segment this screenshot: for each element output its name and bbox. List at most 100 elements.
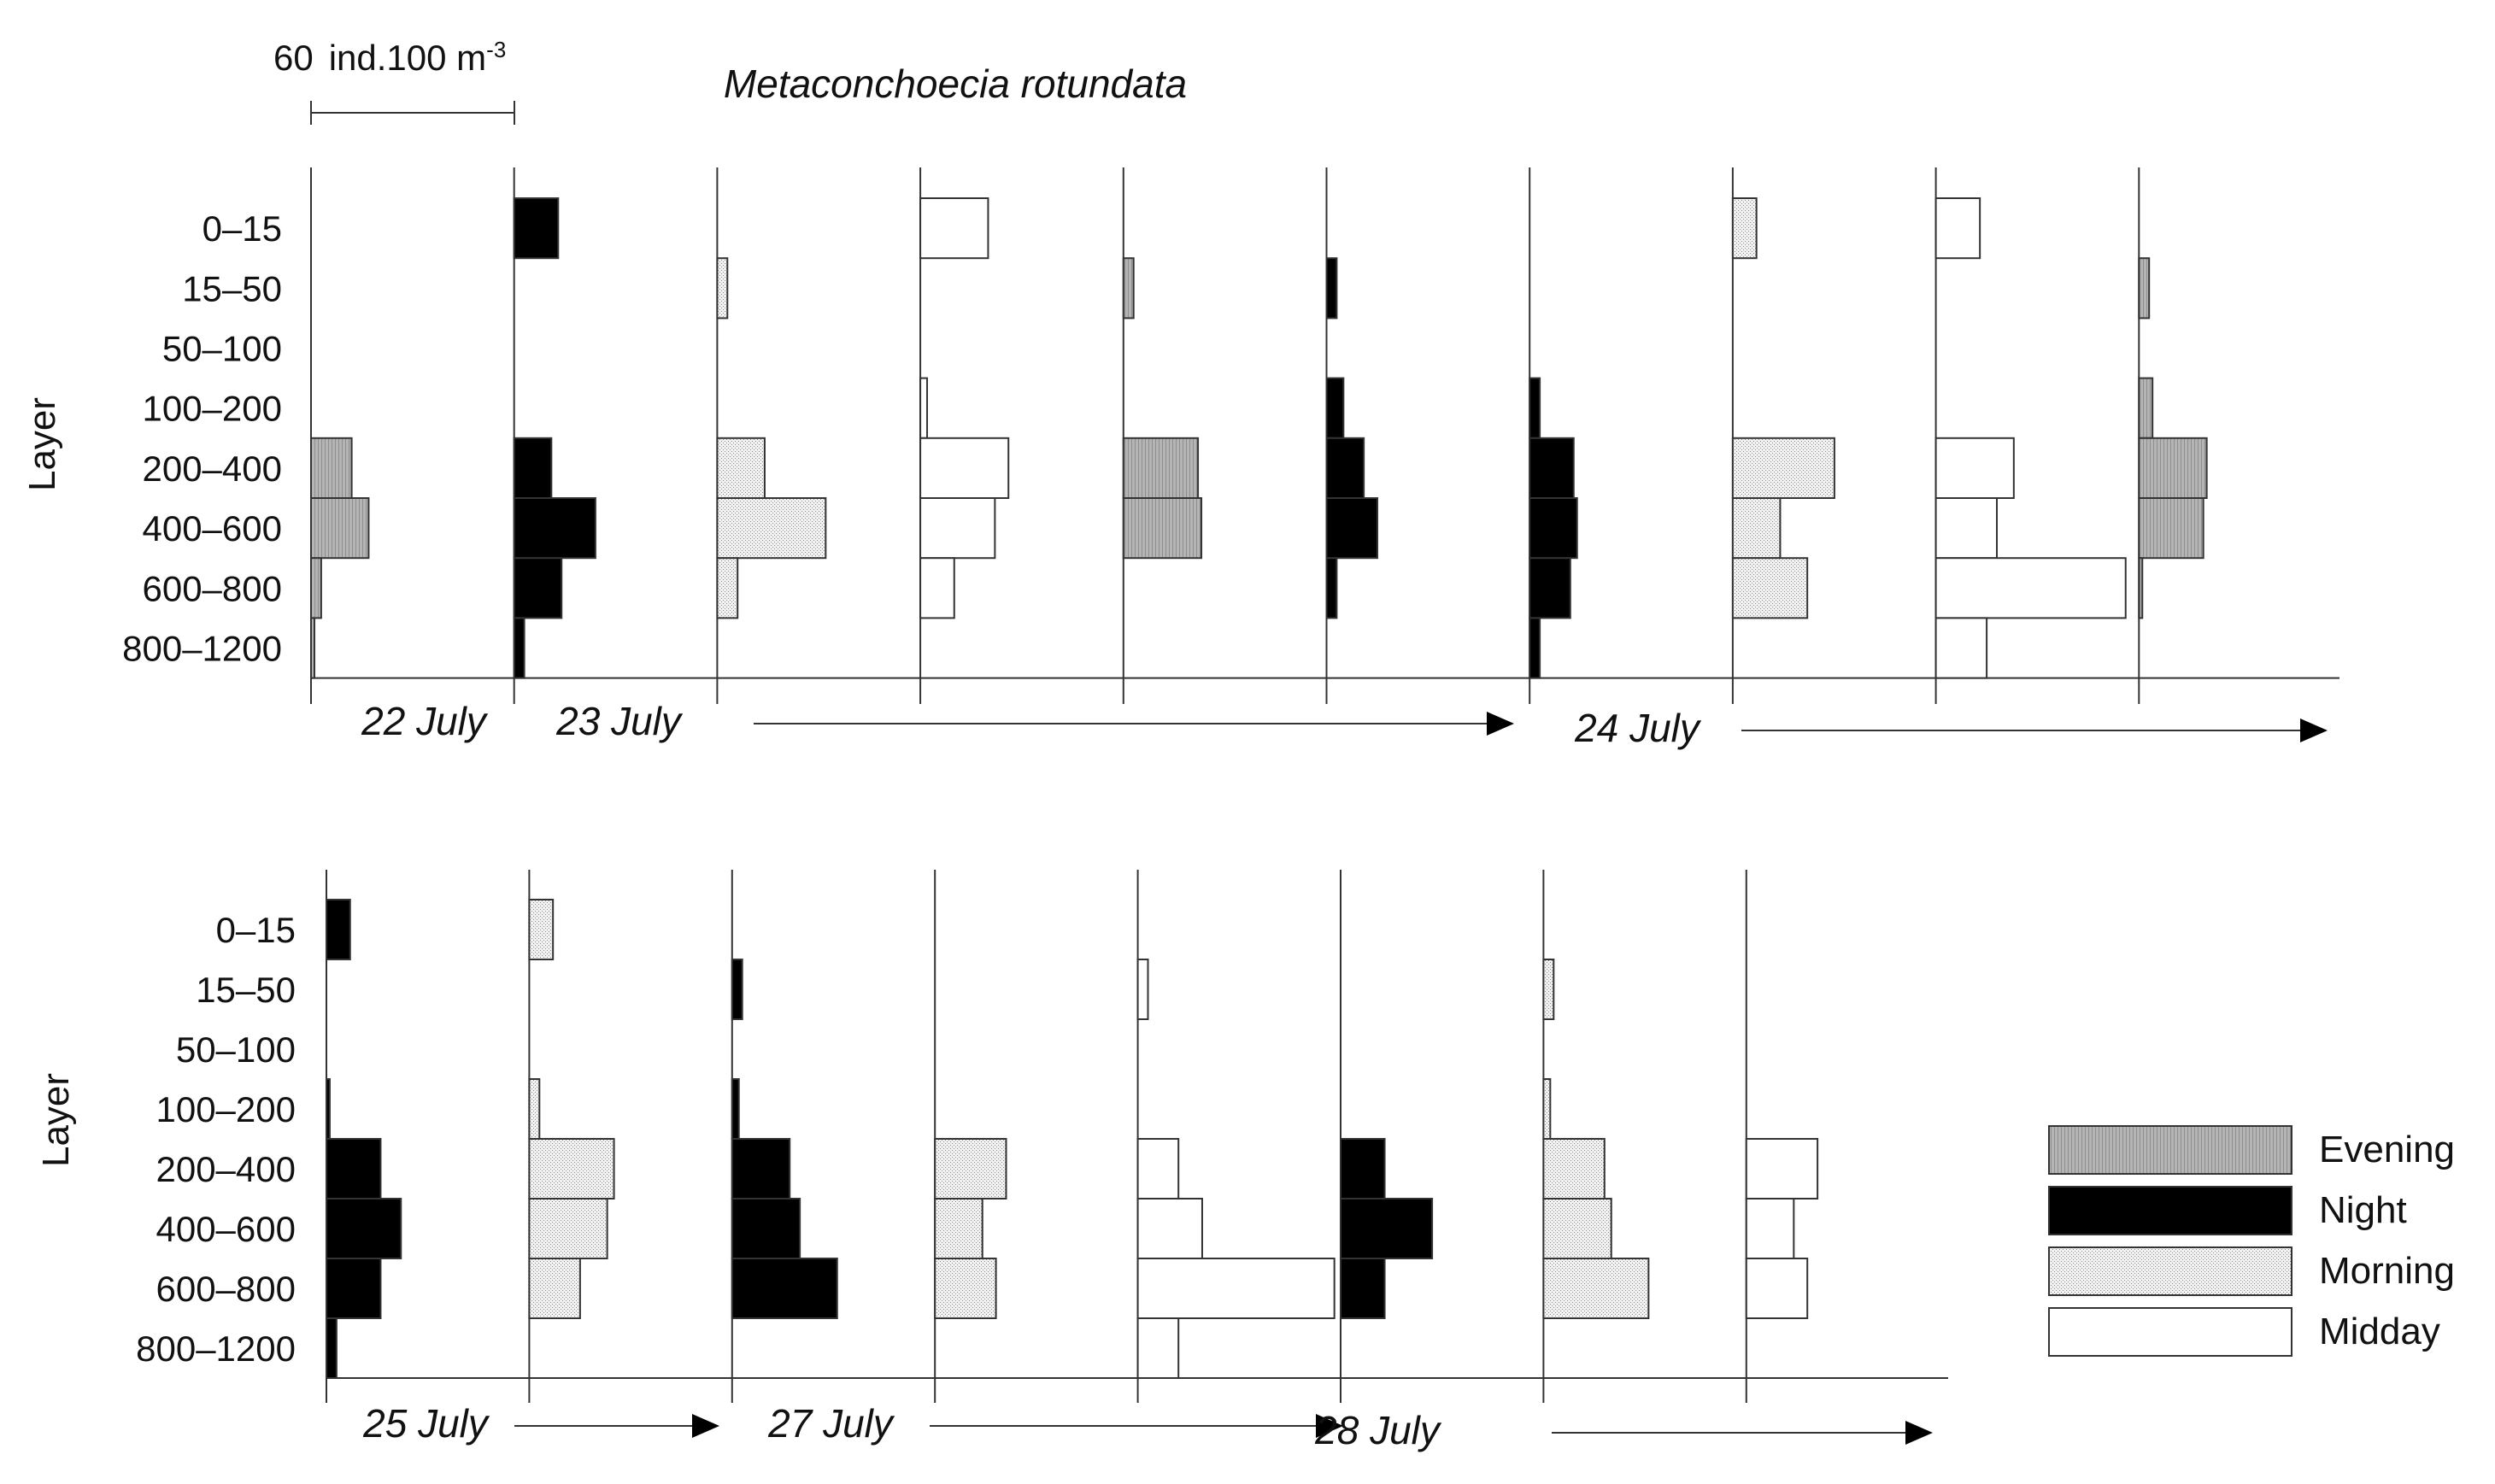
layer-tick-label: 200–400	[142, 449, 282, 489]
scale-bar-unit: ind.100 m	[329, 38, 486, 78]
bar-night-800–1200	[513, 617, 525, 679]
date-label: 24 July	[1574, 706, 1702, 750]
bar-evening-600–800	[310, 557, 322, 619]
bar-morning-400–600	[1542, 1198, 1612, 1259]
bar-evening-15–50	[1122, 257, 1135, 320]
bar-night-15–50	[1325, 257, 1338, 320]
layer-tick-label: 100–200	[142, 389, 282, 429]
y-axis-title: Layer	[21, 397, 63, 491]
bar-night-600–800	[1340, 1258, 1386, 1319]
scale-bar-unit-superscript: -3	[486, 37, 506, 62]
bar-night-200–400	[731, 1138, 791, 1200]
bar-night-400–600	[1325, 497, 1378, 560]
bar-midday-0–15	[1934, 197, 1981, 260]
bar-night-400–600	[513, 497, 596, 560]
bar-night-600–800	[1325, 557, 1338, 619]
layer-tick-label: 50–100	[162, 329, 282, 369]
bar-morning-0–15	[528, 899, 555, 960]
bar-evening-400–600	[1122, 497, 1203, 560]
legend-label-night: Night	[2319, 1189, 2407, 1231]
legend-swatch-night	[2048, 1186, 2292, 1235]
layer-tick-label: 0–15	[216, 910, 296, 950]
bar-night-400–600	[1340, 1198, 1434, 1259]
layer-tick-label: 600–800	[142, 568, 282, 608]
bar-night-400–600	[1529, 497, 1578, 560]
date-label: 25 July	[362, 1401, 490, 1446]
layer-tick-label: 600–800	[156, 1269, 296, 1309]
legend-swatch-morning	[2048, 1246, 2292, 1296]
bar-night-100–200	[731, 1078, 740, 1140]
scale-bar-label: 60 ind.100 m-3	[273, 37, 506, 78]
date-label: 22 July	[361, 699, 489, 743]
bar-midday-200–400	[1745, 1138, 1819, 1200]
layer-tick-label: 200–400	[156, 1149, 296, 1189]
bar-evening-15–50	[2138, 257, 2151, 320]
date-arrow-head	[1487, 712, 1514, 736]
bar-midday-600–800	[1136, 1258, 1336, 1319]
bar-evening-200–400	[2138, 437, 2208, 499]
bar-morning-15–50	[716, 257, 729, 320]
bar-morning-200–400	[934, 1138, 1007, 1200]
bar-night-200–400	[1529, 437, 1575, 499]
legend-label-morning: Morning	[2319, 1250, 2455, 1292]
bar-evening-600–800	[2138, 557, 2144, 619]
bar-morning-200–400	[528, 1138, 615, 1200]
bar-night-200–400	[1340, 1138, 1386, 1200]
legend-label-evening: Evening	[2319, 1129, 2455, 1170]
panel-top: Layer 0–15 15–50 50–100 100–200 200–400 400–60…	[21, 167, 2339, 750]
date-arrow-head	[1905, 1421, 1933, 1445]
bar-night-200–400	[326, 1138, 382, 1200]
bar-morning-0–15	[1731, 197, 1758, 260]
bar-night-100–200	[1529, 377, 1541, 439]
bar-morning-600–800	[1542, 1258, 1650, 1319]
layer-tick-label: 15–50	[196, 970, 296, 1010]
bar-morning-400–600	[528, 1198, 608, 1259]
legend-swatch-evening	[2048, 1125, 2292, 1175]
scale-bar: 60 ind.100 m-3	[273, 37, 515, 125]
panel-bottom: Layer 0–15 15–50 50–100 100–200 200–400 400–60…	[35, 870, 1948, 1452]
layer-tick-label: 800–1200	[136, 1329, 296, 1369]
bar-night-600–800	[326, 1258, 382, 1319]
bar-morning-200–400	[716, 437, 766, 499]
bar-midday-200–400	[1136, 1138, 1180, 1200]
bar-midday-600–800	[1745, 1258, 1809, 1319]
bar-night-600–800	[513, 557, 563, 619]
bar-midday-200–400	[1934, 437, 2015, 499]
bar-night-400–600	[326, 1198, 402, 1259]
bar-midday-200–400	[919, 437, 1010, 499]
chart-title: Metaconchoecia rotundata	[724, 62, 1187, 106]
bar-midday-100–200	[919, 377, 929, 439]
bar-midday-0–15	[919, 197, 989, 260]
date-label: 23 July	[555, 699, 684, 743]
bar-morning-600–800	[528, 1258, 581, 1319]
bar-evening-400–600	[310, 497, 370, 560]
bar-morning-400–600	[1731, 497, 1782, 560]
layer-tick-label: 100–200	[156, 1089, 296, 1129]
bar-morning-600–800	[934, 1258, 997, 1319]
layer-tick-label: 800–1200	[122, 629, 282, 669]
bar-morning-200–400	[1542, 1138, 1606, 1200]
bar-night-600–800	[1529, 557, 1571, 619]
bar-night-600–800	[731, 1258, 838, 1319]
bar-midday-400–600	[919, 497, 996, 560]
bar-midday-400–600	[1745, 1198, 1795, 1259]
legend-label-midday: Midday	[2319, 1311, 2440, 1352]
bar-evening-100–200	[2138, 377, 2154, 439]
bar-night-200–400	[513, 437, 553, 499]
bar-morning-15–50	[1542, 959, 1555, 1020]
bar-morning-600–800	[1731, 557, 1809, 619]
bar-morning-400–600	[716, 497, 827, 560]
bar-night-400–600	[731, 1198, 801, 1259]
bar-evening-400–600	[2138, 497, 2204, 560]
y-axis-title: Layer	[35, 1073, 77, 1167]
bar-night-100–200	[1325, 377, 1345, 439]
scale-bar-value: 60	[273, 38, 314, 78]
bar-night-800–1200	[326, 1317, 338, 1379]
date-arrow-head	[692, 1414, 719, 1438]
bar-morning-200–400	[1731, 437, 1835, 499]
bar-evening-800–1200	[310, 617, 315, 679]
bar-night-800–1200	[1529, 617, 1541, 679]
bar-midday-800–1200	[1934, 617, 1988, 679]
bar-midday-800–1200	[1136, 1317, 1180, 1379]
